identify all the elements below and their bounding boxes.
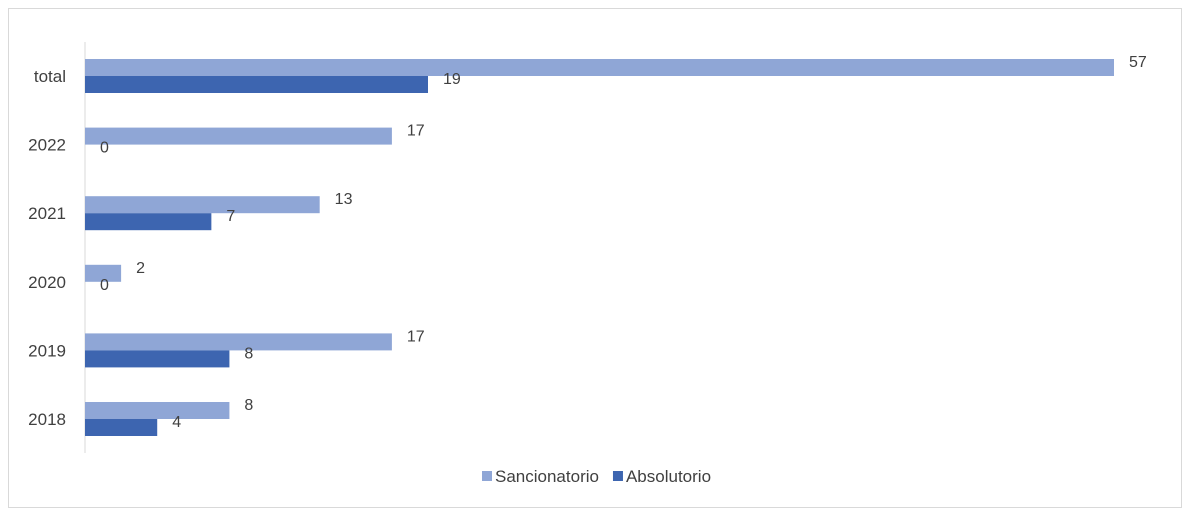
data-label: 8 — [244, 345, 253, 362]
data-label: 4 — [172, 414, 181, 431]
bar-absolutorio-total — [85, 76, 428, 93]
data-label: 17 — [407, 123, 425, 140]
category-tick-label: 2020 — [28, 273, 66, 292]
data-label: 17 — [407, 328, 425, 345]
bar-sancionatorio-2022 — [85, 127, 392, 145]
data-label: 2 — [136, 260, 145, 277]
legend-swatch-absolutorio — [612, 471, 623, 481]
bar-sancionatorio-2021 — [85, 196, 320, 214]
category-tick-labels: total 2022 2021 2020 2019 2018 — [28, 67, 66, 429]
data-label: 19 — [443, 71, 461, 88]
category-tick-label: 2018 — [28, 410, 66, 429]
category-tick-label: total — [34, 67, 66, 86]
legend-label-sancionatorio: Sancionatorio — [495, 467, 599, 486]
category-tick-label: 2021 — [28, 204, 66, 223]
bar-sancionatorio-2018 — [85, 402, 230, 419]
data-label: 7 — [226, 208, 235, 225]
bar-absolutorio-2021 — [85, 213, 212, 231]
bar-sancionatorio-2019 — [85, 333, 392, 351]
bar-absolutorio-2019 — [85, 350, 230, 368]
data-label: 13 — [335, 191, 353, 208]
category-tick-label: 2019 — [28, 341, 66, 360]
data-labels: 57 19 17 0 13 7 2 0 17 8 8 4 — [100, 54, 1147, 431]
data-label: 57 — [1129, 54, 1147, 71]
legend: Sancionatorio Absolutorio — [482, 467, 711, 486]
legend-label-absolutorio: Absolutorio — [626, 467, 711, 486]
data-label: 8 — [244, 397, 253, 414]
bars-group — [85, 59, 1114, 436]
category-tick-label: 2022 — [28, 136, 66, 155]
bar-absolutorio-2018 — [85, 419, 158, 436]
data-label: 0 — [100, 140, 109, 157]
bar-sancionatorio-total — [85, 59, 1114, 76]
data-label: 0 — [100, 277, 109, 294]
legend-swatch-sancionatorio — [482, 471, 492, 481]
bar-sancionatorio-2020 — [85, 264, 122, 282]
